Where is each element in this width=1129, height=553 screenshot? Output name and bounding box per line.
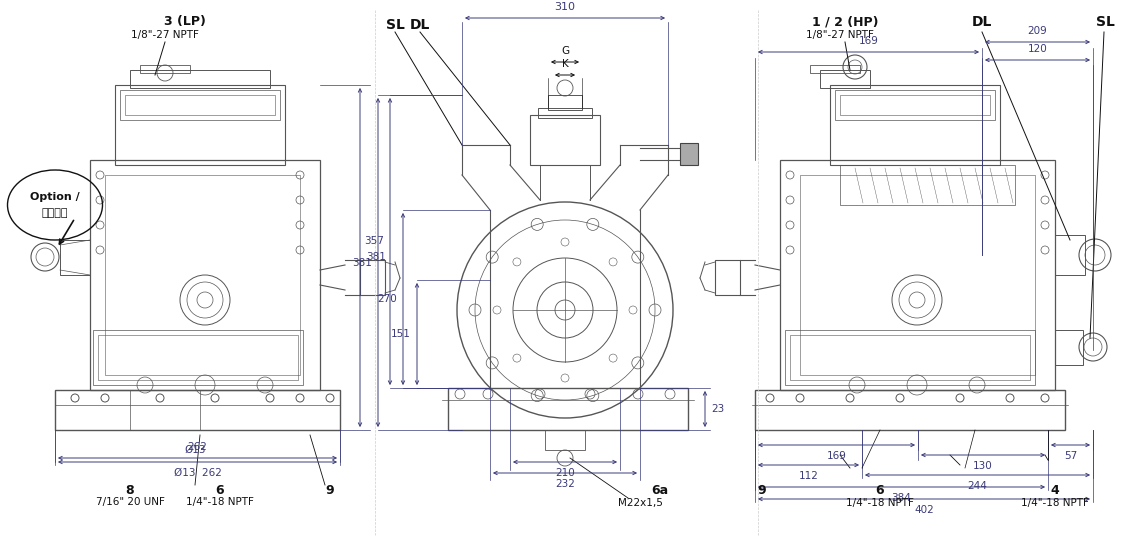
Text: 381: 381 <box>366 253 386 263</box>
Text: 130: 130 <box>973 461 992 471</box>
Bar <box>840 95 990 115</box>
Bar <box>785 330 1035 385</box>
Text: DL: DL <box>972 15 992 29</box>
Text: 151: 151 <box>391 329 411 339</box>
Bar <box>530 115 599 165</box>
Text: SL: SL <box>1095 15 1114 29</box>
Bar <box>680 143 698 165</box>
Text: 270: 270 <box>377 294 397 304</box>
Text: 384: 384 <box>892 493 911 503</box>
Text: SL: SL <box>386 18 404 32</box>
Bar <box>820 70 870 88</box>
Text: 210: 210 <box>555 468 575 478</box>
Text: 1 / 2 (HP): 1 / 2 (HP) <box>812 15 878 29</box>
Text: Ø13: Ø13 <box>184 445 205 455</box>
Text: 9: 9 <box>758 483 767 497</box>
Text: 381: 381 <box>352 258 371 268</box>
Text: 3 (LP): 3 (LP) <box>164 15 205 29</box>
Text: 1/4"-18 NPTF: 1/4"-18 NPTF <box>1021 498 1089 508</box>
Bar <box>90 160 320 390</box>
Bar <box>539 108 592 118</box>
Bar <box>840 165 1015 205</box>
Text: M22x1,5: M22x1,5 <box>618 498 663 508</box>
Bar <box>105 175 300 375</box>
Bar <box>98 335 298 380</box>
Text: 1/4"-18 NPTF: 1/4"-18 NPTF <box>846 498 914 508</box>
Text: 4: 4 <box>1051 483 1059 497</box>
Text: 357: 357 <box>365 237 384 247</box>
Text: 262: 262 <box>187 442 208 452</box>
Text: 位置可调: 位置可调 <box>42 208 68 218</box>
Bar <box>120 90 280 120</box>
Text: G: G <box>561 46 569 56</box>
Text: 169: 169 <box>826 451 847 461</box>
Text: 9: 9 <box>325 483 334 497</box>
Bar <box>780 160 1054 390</box>
Text: 209: 209 <box>1027 26 1048 36</box>
Bar <box>55 390 340 430</box>
Bar <box>140 65 190 73</box>
Text: 6: 6 <box>216 483 225 497</box>
Bar <box>545 430 585 450</box>
Bar <box>548 95 583 110</box>
Bar <box>360 260 385 295</box>
Bar <box>125 95 275 115</box>
Bar <box>715 260 739 295</box>
Bar <box>790 335 1030 380</box>
Text: 6: 6 <box>876 483 884 497</box>
Text: 120: 120 <box>1027 44 1048 54</box>
Text: 57: 57 <box>1064 451 1077 461</box>
Text: 232: 232 <box>555 479 575 489</box>
Text: 112: 112 <box>798 471 819 481</box>
Text: 23: 23 <box>711 404 724 414</box>
Text: 402: 402 <box>914 505 934 515</box>
Text: 1/8"-27 NPTF: 1/8"-27 NPTF <box>806 30 874 40</box>
Bar <box>830 85 1000 165</box>
Text: 7/16" 20 UNF: 7/16" 20 UNF <box>96 497 165 507</box>
Bar <box>60 240 90 275</box>
Text: 6a: 6a <box>651 483 668 497</box>
Bar <box>809 65 860 73</box>
Bar <box>835 90 995 120</box>
Bar <box>1054 235 1085 275</box>
Bar <box>93 330 303 385</box>
Bar <box>800 175 1035 375</box>
Bar <box>448 388 688 430</box>
Bar <box>115 85 285 165</box>
Text: 8: 8 <box>125 483 134 497</box>
Bar <box>1054 330 1083 365</box>
Text: Option /: Option / <box>30 192 80 202</box>
Bar <box>755 390 1065 430</box>
Text: 310: 310 <box>554 2 576 12</box>
Bar <box>130 70 270 88</box>
Text: 1/8"-27 NPTF: 1/8"-27 NPTF <box>131 30 199 40</box>
Text: Ø13  262: Ø13 262 <box>174 468 221 478</box>
Text: 244: 244 <box>968 481 988 491</box>
Text: K: K <box>561 59 568 69</box>
Text: 1/4"-18 NPTF: 1/4"-18 NPTF <box>186 497 254 507</box>
Text: 169: 169 <box>858 36 878 46</box>
Text: DL: DL <box>410 18 430 32</box>
